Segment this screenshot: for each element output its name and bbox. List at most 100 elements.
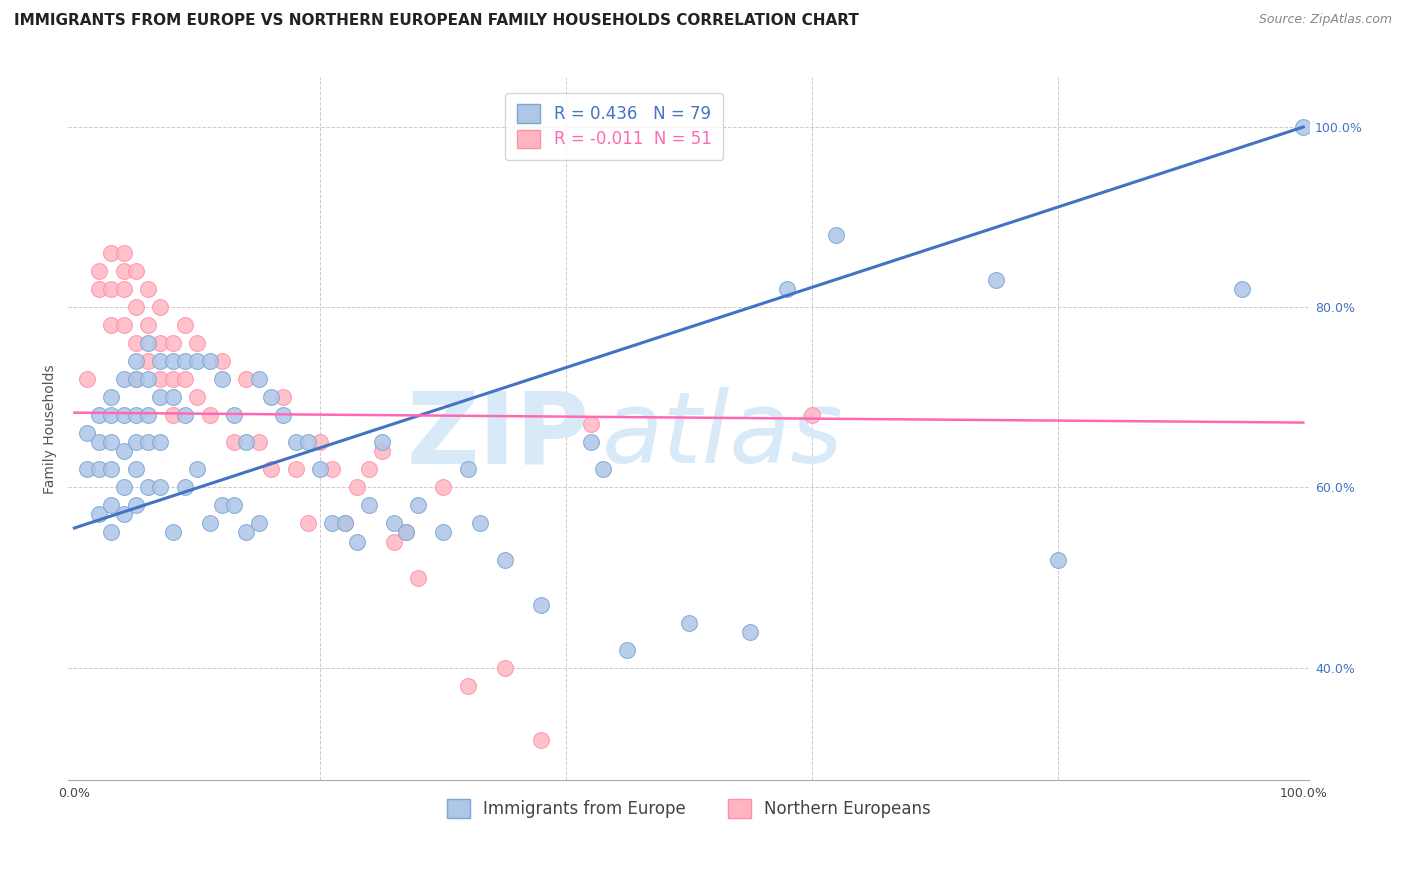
- Point: [100, 282, 122, 296]
- Point: [382, 534, 405, 549]
- Point: [309, 462, 332, 476]
- Point: [271, 390, 294, 404]
- Point: [260, 390, 283, 404]
- Point: [87, 462, 110, 476]
- Point: [100, 318, 122, 333]
- Point: [100, 246, 122, 260]
- Point: [224, 435, 246, 450]
- Point: [678, 615, 700, 630]
- Y-axis label: Family Households: Family Households: [44, 364, 58, 493]
- Point: [247, 516, 270, 531]
- Point: [198, 354, 221, 368]
- Point: [112, 318, 135, 333]
- Point: [136, 435, 159, 450]
- Point: [149, 390, 172, 404]
- Point: [125, 372, 148, 386]
- Point: [100, 525, 122, 540]
- Point: [432, 525, 454, 540]
- Point: [530, 732, 553, 747]
- Point: [346, 534, 368, 549]
- Text: IMMIGRANTS FROM EUROPE VS NORTHERN EUROPEAN FAMILY HOUSEHOLDS CORRELATION CHART: IMMIGRANTS FROM EUROPE VS NORTHERN EUROP…: [14, 13, 859, 29]
- Point: [174, 372, 197, 386]
- Point: [174, 354, 197, 368]
- Point: [125, 372, 148, 386]
- Point: [198, 516, 221, 531]
- Point: [174, 409, 197, 423]
- Point: [1292, 120, 1315, 134]
- Point: [87, 264, 110, 278]
- Point: [800, 409, 823, 423]
- Point: [198, 409, 221, 423]
- Point: [162, 525, 184, 540]
- Point: [984, 273, 1007, 287]
- Point: [395, 525, 418, 540]
- Point: [333, 516, 356, 531]
- Point: [1230, 282, 1253, 296]
- Point: [457, 679, 479, 693]
- Point: [321, 462, 343, 476]
- Point: [370, 444, 392, 458]
- Point: [260, 462, 283, 476]
- Point: [530, 598, 553, 612]
- Point: [247, 435, 270, 450]
- Point: [346, 480, 368, 494]
- Point: [125, 499, 148, 513]
- Point: [100, 390, 122, 404]
- Point: [100, 499, 122, 513]
- Point: [149, 372, 172, 386]
- Point: [186, 336, 208, 351]
- Point: [616, 642, 638, 657]
- Point: [468, 516, 491, 531]
- Point: [579, 417, 602, 432]
- Point: [211, 372, 233, 386]
- Point: [408, 570, 430, 584]
- Legend: Immigrants from Europe, Northern Europeans: Immigrants from Europe, Northern Europea…: [440, 793, 938, 825]
- Point: [359, 462, 381, 476]
- Point: [136, 336, 159, 351]
- Point: [432, 480, 454, 494]
- Point: [1046, 552, 1069, 566]
- Point: [112, 444, 135, 458]
- Point: [149, 300, 172, 314]
- Point: [186, 462, 208, 476]
- Point: [235, 435, 257, 450]
- Point: [211, 354, 233, 368]
- Point: [224, 409, 246, 423]
- Point: [149, 336, 172, 351]
- Point: [87, 409, 110, 423]
- Point: [76, 372, 98, 386]
- Point: [309, 435, 332, 450]
- Point: [579, 435, 602, 450]
- Point: [112, 246, 135, 260]
- Point: [112, 508, 135, 522]
- Point: [100, 409, 122, 423]
- Point: [136, 318, 159, 333]
- Point: [87, 282, 110, 296]
- Point: [321, 516, 343, 531]
- Point: [174, 480, 197, 494]
- Point: [112, 480, 135, 494]
- Point: [395, 525, 418, 540]
- Point: [333, 516, 356, 531]
- Point: [76, 462, 98, 476]
- Point: [162, 354, 184, 368]
- Point: [125, 336, 148, 351]
- Point: [494, 661, 516, 675]
- Point: [125, 354, 148, 368]
- Point: [125, 435, 148, 450]
- Point: [87, 435, 110, 450]
- Point: [136, 354, 159, 368]
- Point: [136, 409, 159, 423]
- Point: [174, 318, 197, 333]
- Point: [186, 390, 208, 404]
- Point: [408, 499, 430, 513]
- Point: [112, 372, 135, 386]
- Point: [125, 264, 148, 278]
- Point: [297, 435, 319, 450]
- Point: [136, 480, 159, 494]
- Point: [297, 516, 319, 531]
- Point: [359, 499, 381, 513]
- Point: [149, 435, 172, 450]
- Point: [125, 300, 148, 314]
- Point: [224, 499, 246, 513]
